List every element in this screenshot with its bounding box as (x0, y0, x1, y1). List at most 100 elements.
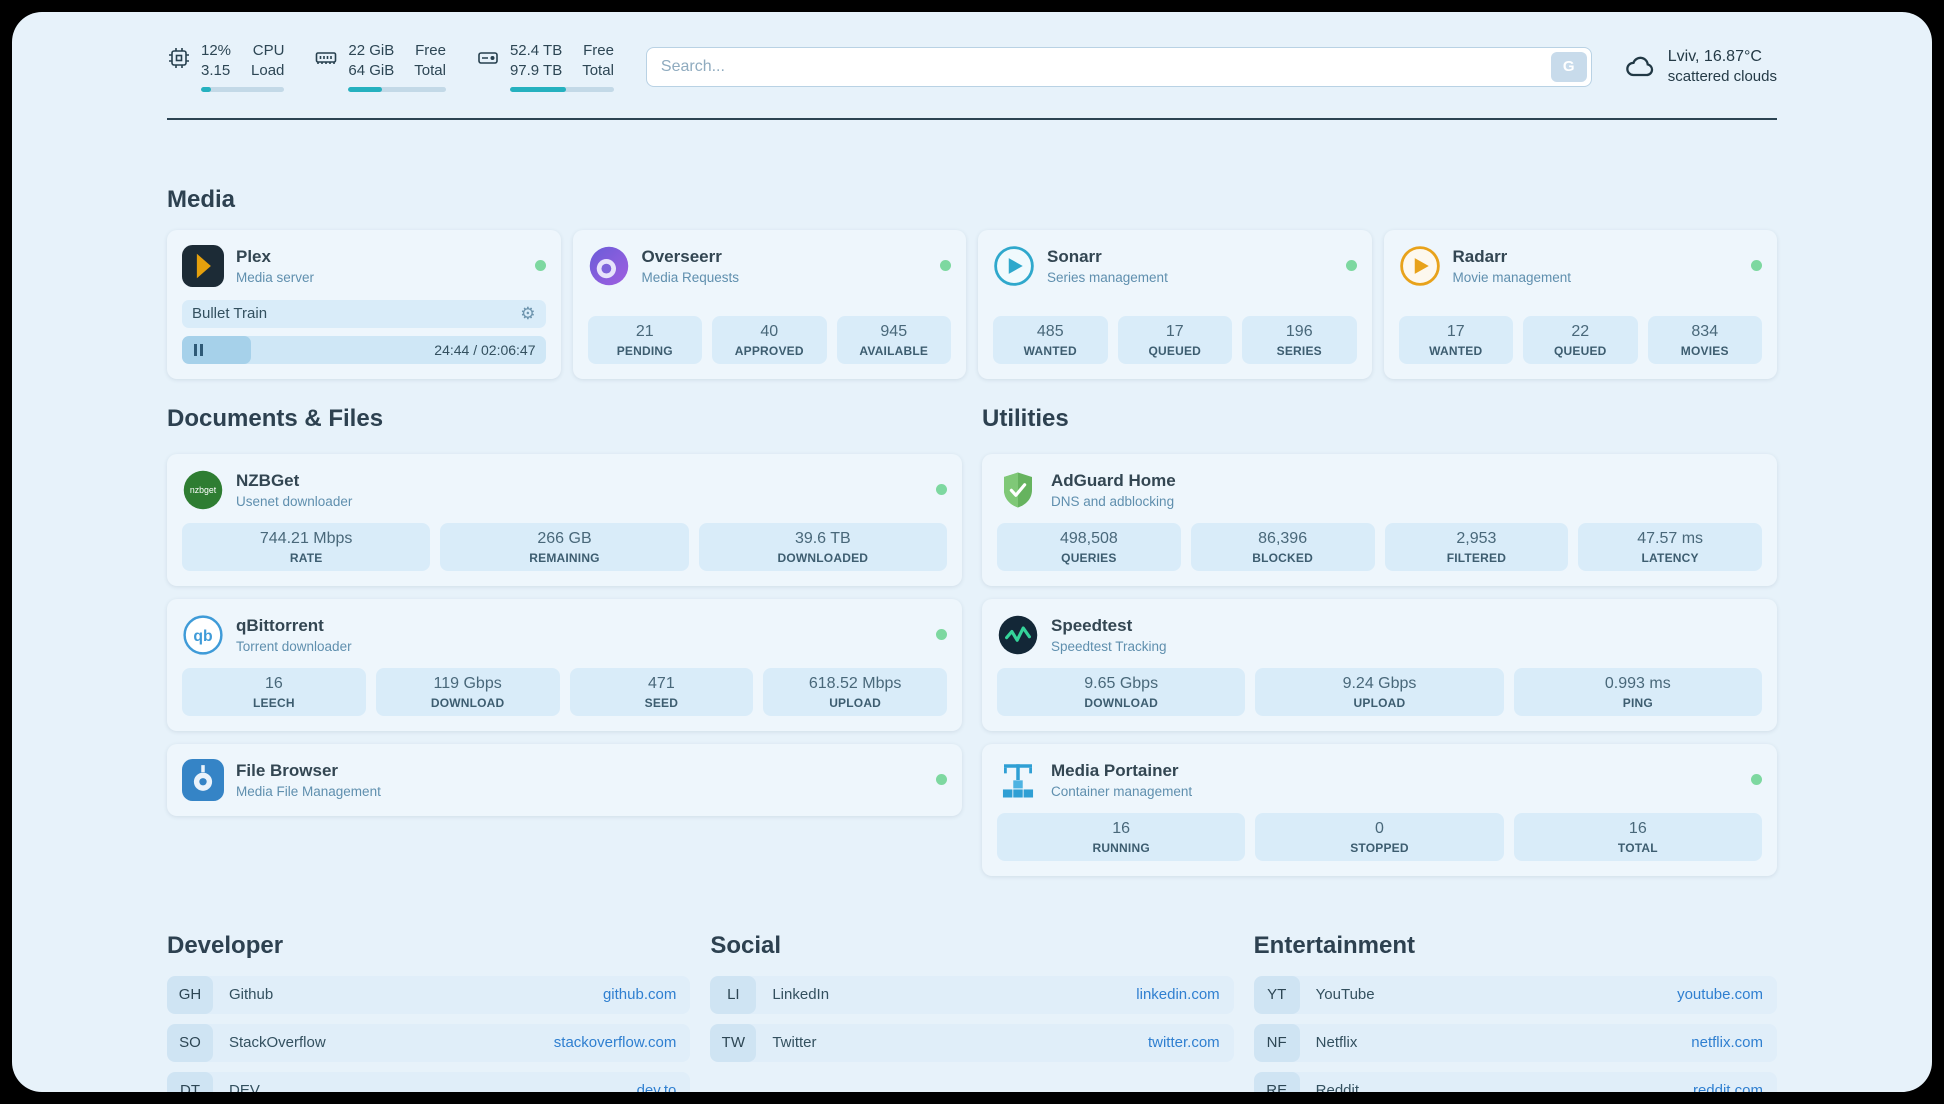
playback-time: 24:44 / 02:06:47 (434, 341, 536, 358)
stat-value: 945 (880, 322, 908, 340)
search-provider-button[interactable]: G (1550, 51, 1587, 82)
bookmark-domain-link[interactable]: youtube.com (1677, 986, 1763, 1003)
bookmark-twitter[interactable]: TW Twitter twitter.com (710, 1023, 1234, 1062)
ram-free: 22 GiB (348, 42, 395, 59)
portainer-card[interactable]: Media Portainer Container management 16 … (982, 743, 1777, 876)
stat-ping: 0.993 ms PING (1513, 667, 1762, 716)
bookmark-stackoverflow[interactable]: SO StackOverflow stackoverflow.com (167, 1023, 691, 1062)
bookmark-group-title: Social (710, 931, 782, 959)
stat-value: 618.52 Mbps (808, 674, 902, 692)
bookmark-github[interactable]: GH Github github.com (167, 975, 691, 1014)
stat-value: 2,953 (1456, 529, 1497, 547)
media-section-title: Media (167, 185, 236, 213)
stat-label: QUEUED (1553, 343, 1607, 358)
pause-icon[interactable] (194, 343, 203, 356)
stat-label: DOWNLOAD (430, 695, 505, 710)
disk-free: 52.4 TB (509, 42, 563, 59)
qbittorrent-icon: qb (182, 614, 224, 656)
stat-label: DOWNLOADED (777, 550, 869, 565)
bookmark-domain-link[interactable]: netflix.com (1691, 1034, 1763, 1051)
speedtest-icon (997, 614, 1039, 656)
bookmark-name: Netflix (1315, 1034, 1358, 1051)
stat-upload: 618.52 Mbps UPLOAD (763, 667, 947, 716)
portainer-icon (997, 759, 1039, 801)
bookmark-group-title: Entertainment (1253, 931, 1416, 959)
search-bar: G (645, 46, 1592, 87)
plex-icon (182, 244, 224, 287)
status-dot (936, 484, 947, 495)
stat-queued: 17 QUEUED (1117, 315, 1232, 364)
adguard-card[interactable]: AdGuard Home DNS and adblocking 498,508 … (982, 453, 1777, 586)
stat-value: 39.6 TB (794, 529, 851, 547)
bookmark-dev[interactable]: DT DEV dev.to (167, 1071, 691, 1092)
overseerr-card[interactable]: Overseerr Media Requests 21 PENDING 40 A… (572, 229, 966, 379)
stat-label: PENDING (616, 343, 673, 358)
playback-progress-bar[interactable]: 24:44 / 02:06:47 (182, 335, 546, 364)
documents-section-title: Documents & Files (167, 404, 384, 432)
bookmark-abbr: YT (1253, 975, 1300, 1014)
bookmark-domain-link[interactable]: linkedin.com (1136, 986, 1220, 1003)
utilities-section-title: Utilities (982, 404, 1069, 432)
app-subtitle: Usenet downloader (236, 493, 353, 509)
status-dot (1751, 774, 1762, 785)
nzbget-card[interactable]: nzbget NZBGet Usenet downloader 744.21 M… (167, 453, 962, 586)
stat-value: 266 GB (537, 529, 592, 547)
cpu-icon (167, 46, 191, 70)
app-name: qBittorrent (236, 615, 324, 635)
bookmark-linkedin[interactable]: LI LinkedIn linkedin.com (710, 975, 1234, 1014)
filebrowser-card[interactable]: File Browser Media File Management (167, 743, 962, 816)
bookmark-domain-link[interactable]: stackoverflow.com (553, 1034, 677, 1051)
stat-label: SERIES (1276, 343, 1322, 358)
search-input[interactable] (645, 46, 1592, 87)
cpu-label-top: CPU (252, 42, 285, 59)
stat-wanted: 485 WANTED (993, 315, 1108, 364)
app-name: File Browser (236, 760, 339, 780)
status-dot (936, 629, 947, 640)
ram-usage-bar (348, 86, 446, 92)
svg-text:nzbget: nzbget (190, 485, 217, 495)
sonarr-card[interactable]: Sonarr Series management 485 WANTED 17 Q… (978, 229, 1372, 379)
bookmark-domain-link[interactable]: reddit.com (1692, 1082, 1763, 1092)
cpu-load: 3.15 (201, 61, 231, 79)
stat-remaining: 266 GB REMAINING (440, 522, 689, 571)
qbittorrent-card[interactable]: qb qBittorrent Torrent downloader 16 LEE… (167, 598, 962, 731)
ram-widget: 22 GiB Free 64 GiB Total (314, 42, 446, 92)
plex-card[interactable]: Plex Media server Bullet Train ⚙ 24:44 /… (167, 229, 561, 379)
speedtest-card[interactable]: Speedtest Speedtest Tracking 9.65 Gbps D… (982, 598, 1777, 731)
stat-value: 47.57 ms (1637, 529, 1704, 547)
stat-label: DOWNLOAD (1084, 695, 1158, 710)
weather-widget: Lviv, 16.87°C scattered clouds (1624, 48, 1777, 85)
bookmark-domain-link[interactable]: github.com (602, 986, 677, 1003)
cpu-widget: 12% CPU 3.15 Load (167, 42, 285, 92)
stat-series: 196 SERIES (1242, 315, 1357, 364)
overseerr-icon (588, 245, 630, 287)
status-dot (534, 260, 546, 271)
documents-column: Documents & Files nzbget NZBGet Usenet d… (167, 405, 962, 876)
stat-value: 16 (1112, 819, 1131, 837)
stat-value: 498,508 (1059, 529, 1118, 547)
dashboard-panel: 12% CPU 3.15 Load 22 (12, 12, 1932, 1092)
stat-movies: 834 MOVIES (1647, 315, 1762, 364)
status-dot (936, 774, 947, 785)
bookmark-domain-link[interactable]: dev.to (636, 1082, 677, 1092)
app-name: Overseerr (641, 246, 722, 266)
stat-pending: 21 PENDING (587, 315, 702, 364)
app-subtitle: DNS and adblocking (1051, 493, 1175, 509)
disk-usage-bar (509, 86, 614, 92)
bookmark-group-title: Developer (167, 931, 284, 959)
gear-icon[interactable]: ⚙ (520, 304, 536, 323)
stat-value: 471 (648, 674, 675, 692)
utilities-column: Utilities AdGuard Home DNS and adblockin… (982, 405, 1777, 876)
stat-label: LATENCY (1641, 550, 1699, 565)
bookmark-youtube[interactable]: YT YouTube youtube.com (1253, 975, 1777, 1014)
stat-leech: 16 LEECH (182, 667, 366, 716)
stat-value: 40 (760, 322, 779, 340)
bookmark-abbr: LI (710, 975, 757, 1014)
bookmarks-section: Developer GH Github github.com SO StackO… (167, 931, 1777, 1092)
radarr-card[interactable]: Radarr Movie management 17 WANTED 22 QUE… (1383, 229, 1777, 379)
bookmark-name: Twitter (772, 1034, 817, 1051)
bookmark-domain-link[interactable]: twitter.com (1147, 1034, 1220, 1051)
bookmark-reddit[interactable]: RE Reddit reddit.com (1253, 1071, 1777, 1092)
app-name: AdGuard Home (1051, 470, 1176, 490)
bookmark-netflix[interactable]: NF Netflix netflix.com (1253, 1023, 1777, 1062)
